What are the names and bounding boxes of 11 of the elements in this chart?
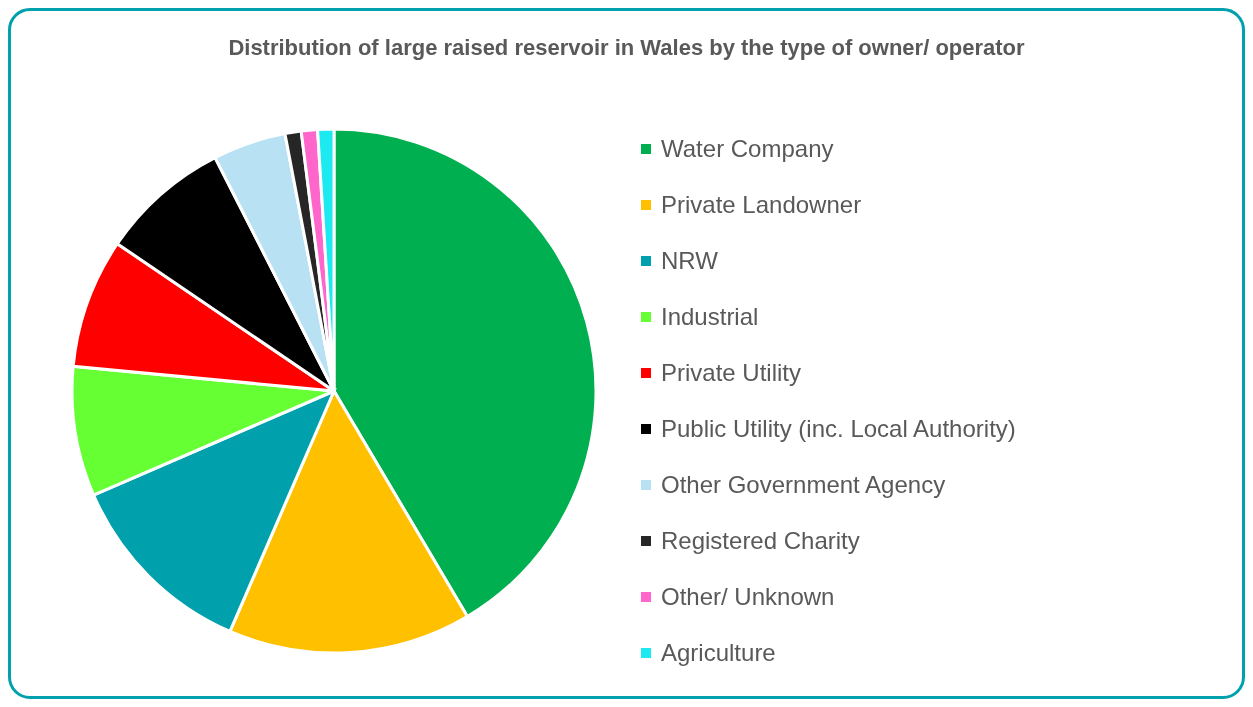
legend-label: NRW [661, 247, 718, 275]
legend-label: Private Landowner [661, 191, 862, 219]
legend-label: Other/ Unknown [661, 583, 835, 611]
legend-label: Industrial [661, 303, 759, 331]
legend-label: Agriculture [661, 639, 776, 667]
legend-label: Public Utility (inc. Local Authority) [661, 415, 1016, 443]
legend-label: Water Company [661, 135, 834, 163]
legend-label: Other Government Agency [661, 471, 946, 499]
chart-title: Distribution of large raised reservoir in Wales by the type of owner/ operator [227, 35, 1026, 61]
legend-label: Private Utility [661, 359, 802, 387]
legend-label: Registered Charity [661, 527, 860, 555]
